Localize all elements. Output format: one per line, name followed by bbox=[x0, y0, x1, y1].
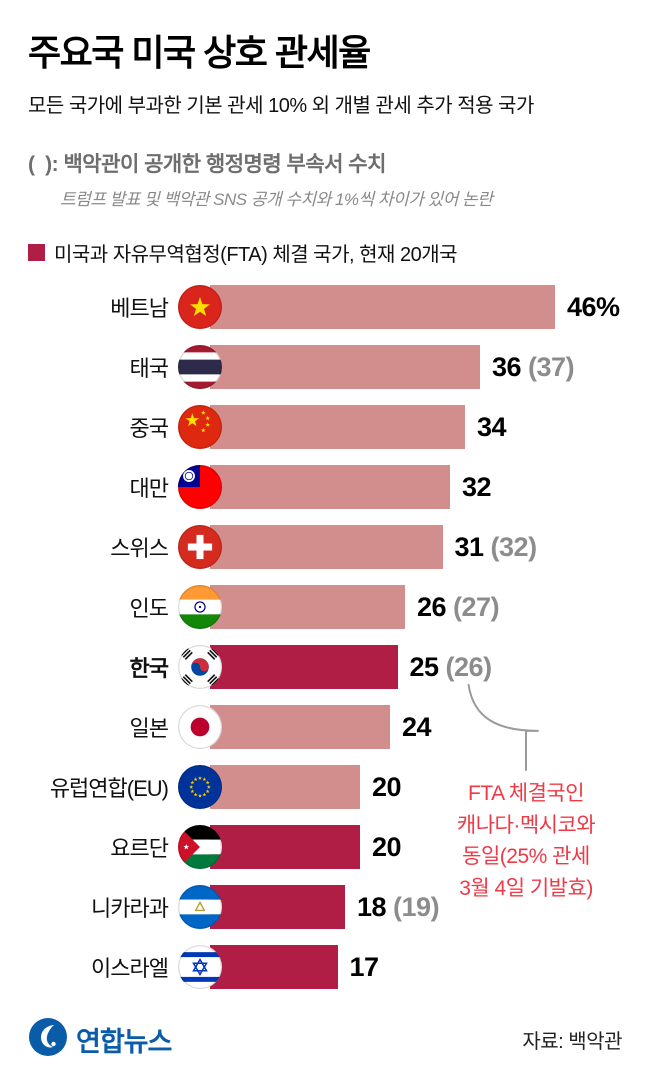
tariff-value: 24 bbox=[402, 711, 432, 742]
chart-row: 인도 26 (27) bbox=[0, 577, 650, 637]
parentheses-note: ( ): 백악관이 공개한 행정명령 부속서 수치 bbox=[28, 153, 386, 177]
tariff-bar bbox=[210, 465, 450, 510]
switzerland-flag-icon bbox=[178, 525, 222, 570]
jordan-flag-icon bbox=[178, 825, 222, 870]
chart-row: 한국 25 (26) bbox=[0, 637, 650, 697]
tariff-bar bbox=[210, 765, 360, 810]
chart-row: 베트남 46% bbox=[0, 277, 650, 337]
tariff-bar bbox=[210, 405, 465, 450]
page-title: 주요국 미국 상호 관세율 bbox=[28, 32, 371, 73]
china-flag-icon bbox=[178, 405, 222, 450]
header: 주요국 미국 상호 관세율 모든 국가에 부과한 기본 관세 10% 외 개별 … bbox=[0, 0, 650, 267]
country-label: 유럽연합(EU) bbox=[49, 776, 169, 802]
country-label: 일본 bbox=[129, 716, 169, 742]
chart-row: 태국 36 (37) bbox=[0, 337, 650, 397]
country-label: 스위스 bbox=[110, 536, 169, 562]
chart-row: 이스라엘 17 bbox=[0, 937, 650, 997]
fta-legend-swatch-icon bbox=[28, 244, 45, 262]
tariff-value: 25 (26) bbox=[409, 651, 493, 682]
chart-row: 대만 32 bbox=[0, 457, 650, 517]
tariff-value: 34 bbox=[477, 411, 507, 442]
tariff-value: 46% bbox=[567, 291, 620, 322]
japan-flag-icon bbox=[178, 705, 222, 750]
chart-row: 유럽연합(EU) 20 bbox=[0, 757, 650, 817]
country-label: 한국 bbox=[129, 656, 169, 682]
country-label: 중국 bbox=[129, 416, 169, 442]
india-flag-icon bbox=[178, 585, 222, 630]
chart-row: 중국 34 bbox=[0, 397, 650, 457]
thailand-flag-icon bbox=[178, 345, 222, 390]
chart-row: 니카라과 18 (19) bbox=[0, 877, 650, 937]
tariff-value: 20 bbox=[372, 831, 402, 862]
country-label: 태국 bbox=[129, 356, 169, 382]
country-label: 요르단 bbox=[110, 836, 169, 862]
tariff-value: 26 (27) bbox=[417, 591, 500, 622]
tariff-bar bbox=[210, 345, 480, 390]
fta-annotation: FTA 체결국인 캐나다·멕시코와 동일(25% 관세 3월 4일 기발효) bbox=[456, 782, 596, 900]
chart-row: 스위스 31 (32) bbox=[0, 517, 650, 577]
country-label: 니카라과 bbox=[91, 896, 169, 922]
tariff-bar bbox=[210, 525, 443, 570]
fta-legend: 미국과 자유무역협정(FTA) 체결 국가, 현재 20개국 bbox=[28, 238, 622, 267]
chart-row: 요르단 20 bbox=[0, 817, 650, 877]
tariff-value: 36 (37) bbox=[492, 351, 575, 382]
eu-flag-icon bbox=[178, 765, 222, 810]
tariff-bar bbox=[210, 705, 390, 750]
nicaragua-flag-icon bbox=[178, 885, 222, 930]
israel-flag-icon bbox=[178, 945, 222, 990]
tariff-value: 17 bbox=[349, 951, 380, 982]
source-text: 자료: 백악관 bbox=[522, 1031, 622, 1053]
fta-legend-label: 미국과 자유무역협정(FTA) 체결 국가, 현재 20개국 bbox=[54, 244, 458, 267]
country-label: 베트남 bbox=[110, 296, 169, 322]
tariff-bar-chart: 베트남 46% 태국 36 (37) 중국 34 대만 32 스위스 31 (32) 인도 26 (2… bbox=[0, 277, 650, 997]
country-label: 인도 bbox=[129, 596, 169, 622]
yonhap-logo: 연합뉴스 bbox=[28, 1017, 172, 1062]
chart-row: 일본 24 bbox=[0, 697, 650, 757]
tariff-bar bbox=[210, 285, 555, 330]
subtitle: 모든 국가에 부과한 기본 관세 10% 외 개별 관세 추가 적용 국가 bbox=[28, 95, 534, 118]
tariff-value: 18 (19) bbox=[357, 891, 440, 922]
tariff-bar bbox=[210, 645, 398, 690]
tariff-bar bbox=[210, 885, 345, 930]
country-label: 이스라엘 bbox=[91, 956, 169, 982]
tariff-value: 31 (32) bbox=[454, 531, 538, 562]
note-detail: 트럼프 발표 및 백악관 SNS 공개 수치와 1%씩 차이가 있어 논란 bbox=[60, 190, 493, 210]
tariff-bar bbox=[210, 945, 338, 990]
yonhap-logo-text: 연합뉴스 bbox=[76, 1027, 172, 1057]
country-label: 대만 bbox=[129, 476, 169, 502]
korea-flag-icon bbox=[178, 645, 222, 690]
vietnam-flag-icon bbox=[178, 285, 222, 330]
yonhap-logo-icon bbox=[28, 1017, 68, 1062]
tariff-value: 32 bbox=[462, 471, 492, 502]
tariff-value: 20 bbox=[372, 771, 402, 802]
footer: 연합뉴스 자료: 백악관 bbox=[0, 1017, 650, 1062]
tariff-bar bbox=[210, 585, 405, 630]
tariff-bar bbox=[210, 825, 360, 870]
taiwan-flag-icon bbox=[178, 465, 222, 510]
